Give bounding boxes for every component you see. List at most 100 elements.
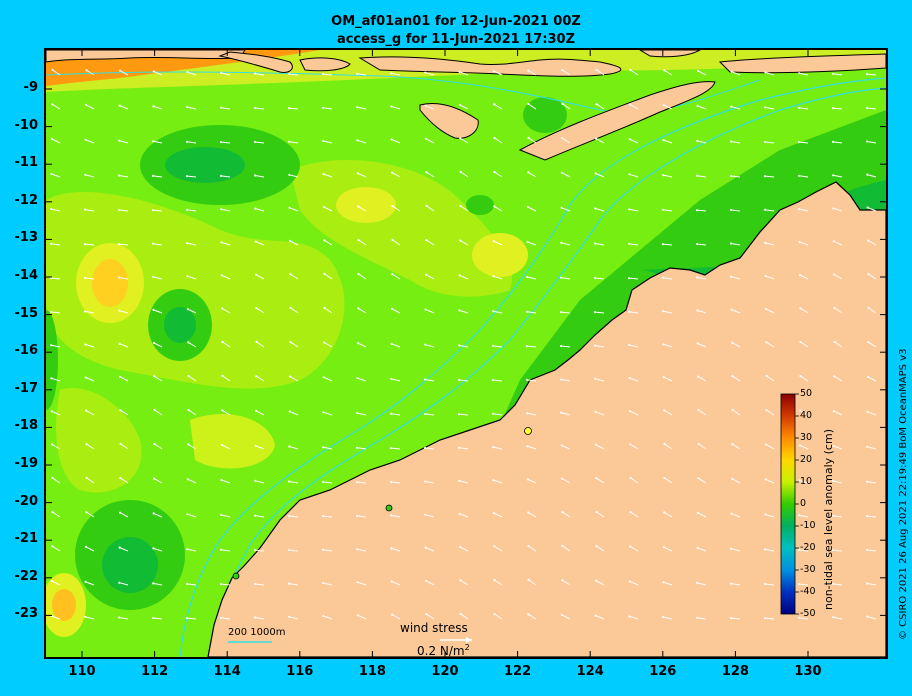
wind-arrow bbox=[290, 273, 299, 280]
wind-arrow bbox=[732, 375, 741, 382]
wind-arrow bbox=[629, 208, 639, 212]
wind-arrow bbox=[731, 309, 741, 314]
lat-label: -16 bbox=[14, 343, 39, 359]
wind-arrow bbox=[460, 579, 469, 586]
wind-arrow bbox=[391, 343, 401, 348]
wind-arrowhead bbox=[458, 309, 461, 312]
lat-label: -20 bbox=[14, 493, 39, 509]
wind-arrowhead bbox=[323, 272, 326, 275]
wind-arrowhead bbox=[832, 240, 835, 243]
wind-arrow bbox=[153, 582, 163, 586]
wind-arrowhead bbox=[51, 476, 54, 480]
wind-arrowhead bbox=[118, 375, 122, 378]
wind-arrow bbox=[255, 208, 265, 212]
wind-arrow bbox=[221, 241, 231, 246]
lat-label: -17 bbox=[14, 380, 39, 396]
wind-arrowhead bbox=[595, 477, 598, 480]
wind-arrow bbox=[799, 175, 809, 178]
wind-arrow bbox=[664, 443, 673, 450]
wind-arrow bbox=[562, 103, 571, 110]
wind-arrow bbox=[51, 138, 61, 144]
wind-arrowhead bbox=[390, 547, 393, 550]
wind-arrowhead bbox=[525, 345, 529, 348]
wind-arrowhead bbox=[321, 73, 325, 76]
wind-arrowhead bbox=[254, 409, 258, 412]
wind-arrowhead bbox=[628, 580, 631, 583]
wind-arrowhead bbox=[527, 578, 530, 582]
wind-arrow bbox=[153, 70, 163, 76]
wind-arrowhead bbox=[425, 613, 428, 616]
wind-arrowhead bbox=[288, 206, 291, 209]
wind-arrowhead bbox=[390, 105, 393, 108]
wind-arrow bbox=[255, 515, 265, 518]
wind-arrowhead bbox=[764, 140, 767, 144]
wind-arrow bbox=[221, 514, 231, 518]
wind-arrow bbox=[629, 615, 639, 620]
wind-arrowhead bbox=[50, 207, 53, 211]
anomaly-high-east bbox=[472, 233, 528, 277]
wind-arrowhead bbox=[391, 613, 394, 616]
wind-arrow bbox=[52, 511, 61, 518]
wind-arrow bbox=[188, 341, 197, 348]
wind-arrowhead bbox=[85, 476, 88, 479]
lat-label: -13 bbox=[14, 230, 39, 246]
land-flores bbox=[358, 56, 622, 77]
wind-arrowhead bbox=[357, 238, 360, 242]
wind-arrow bbox=[697, 582, 707, 586]
wind-arrow bbox=[289, 515, 299, 518]
wind-arrowhead bbox=[798, 106, 801, 109]
lon-label: 122 bbox=[504, 664, 532, 679]
wind-arrowhead bbox=[594, 377, 597, 380]
wind-arrow bbox=[832, 549, 843, 552]
wind-arrow bbox=[732, 443, 741, 450]
wind-arrow bbox=[187, 209, 197, 212]
wind-arrow bbox=[596, 545, 605, 552]
wind-arrowhead bbox=[696, 581, 699, 585]
wind-arrowhead bbox=[458, 103, 462, 107]
wind-arrow bbox=[561, 345, 571, 348]
lon-label: 130 bbox=[794, 664, 822, 679]
wind-arrowhead bbox=[764, 582, 767, 586]
wind-arrowhead bbox=[287, 107, 291, 110]
wind-arrowhead bbox=[458, 70, 461, 73]
wind-arrow bbox=[526, 345, 537, 348]
wind-arrow bbox=[358, 239, 367, 246]
wind-arrow bbox=[697, 309, 707, 314]
wind-arrow bbox=[494, 137, 503, 144]
wind-arrow bbox=[426, 171, 435, 178]
wind-arrow bbox=[52, 477, 61, 484]
lat-label: -19 bbox=[14, 456, 39, 471]
wind-arrowhead bbox=[798, 72, 801, 75]
wind-arrowhead bbox=[287, 549, 291, 552]
wind-arrowhead bbox=[798, 548, 801, 552]
lon-label: 114 bbox=[213, 664, 241, 679]
wind-arrow bbox=[595, 138, 605, 144]
wind-arrowhead bbox=[832, 479, 835, 483]
wind-arrowhead bbox=[561, 510, 564, 514]
wind-arrowhead bbox=[356, 614, 359, 617]
wind-arrow bbox=[187, 478, 197, 484]
wind-arrow bbox=[560, 311, 571, 314]
wind-arrowhead bbox=[255, 307, 258, 310]
wind-arrowhead bbox=[254, 106, 257, 110]
wind-arrowhead bbox=[391, 238, 394, 241]
wind-arrowhead bbox=[492, 412, 495, 415]
wind-arrowhead bbox=[731, 443, 734, 446]
wind-arrowhead bbox=[390, 377, 393, 380]
wind-arrowhead bbox=[321, 515, 325, 518]
wind-arrow bbox=[867, 582, 877, 586]
wind-arrow bbox=[595, 173, 605, 178]
wind-arrow bbox=[289, 207, 299, 212]
wind-arrow bbox=[426, 239, 435, 246]
wind-arrow bbox=[86, 477, 95, 484]
wind-arrow bbox=[323, 342, 333, 348]
wind-arrowhead bbox=[663, 476, 666, 480]
lat-label: -22 bbox=[14, 568, 39, 584]
wind-arrow bbox=[629, 311, 639, 314]
wind-arrow bbox=[153, 140, 163, 144]
wind-arrow bbox=[391, 413, 401, 416]
wind-arrowhead bbox=[629, 443, 632, 446]
wind-arrowhead bbox=[85, 409, 88, 412]
wind-arrowhead bbox=[84, 376, 87, 379]
